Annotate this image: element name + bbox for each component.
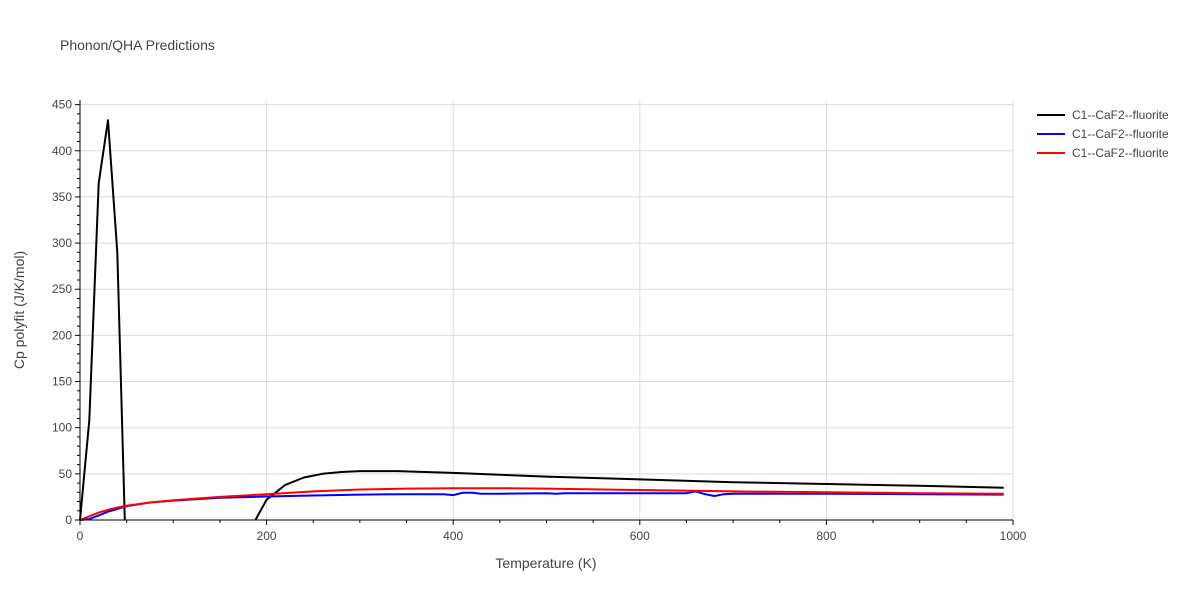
y-tick-label: 0 — [65, 513, 72, 527]
x-tick-label: 600 — [630, 529, 650, 543]
y-tick-label: 300 — [52, 236, 72, 250]
y-tick-label: 400 — [52, 144, 72, 158]
y-tick-labels: 0 50 100 150 200 250 300 350 400 450 — [52, 98, 72, 527]
legend[interactable]: C1--CaF2--fluorite C1--CaF2--fluorite C1--… — [1037, 108, 1169, 160]
legend-item-3[interactable]: C1--CaF2--fluorite — [1037, 146, 1169, 160]
series-line-1-segment-2 — [254, 470, 1004, 521]
x-tick-labels: 0 200 400 600 800 1000 — [77, 529, 1027, 543]
y-tick-label: 150 — [52, 375, 72, 389]
series-line-3-segment-1 — [79, 487, 1004, 521]
legend-item-2[interactable]: C1--CaF2--fluorite — [1037, 127, 1169, 141]
x-tick-label: 200 — [257, 529, 277, 543]
x-tick-label: 800 — [816, 529, 836, 543]
x-tick-label: 1000 — [1000, 529, 1027, 543]
y-tick-label: 200 — [52, 328, 72, 342]
x-tick-label: 0 — [77, 529, 84, 543]
y-axis-title: Cp polyfit (J/K/mol) — [11, 251, 27, 369]
legend-label: C1--CaF2--fluorite — [1072, 108, 1169, 122]
legend-item-1[interactable]: C1--CaF2--fluorite — [1037, 108, 1169, 122]
x-axis-title: Temperature (K) — [495, 555, 596, 571]
legend-label: C1--CaF2--fluorite — [1072, 127, 1169, 141]
x-tick-label: 400 — [443, 529, 463, 543]
y-tick-label: 350 — [52, 190, 72, 204]
y-tick-label: 450 — [52, 98, 72, 112]
chart-title: Phonon/QHA Predictions — [60, 37, 215, 53]
axes — [75, 100, 1014, 525]
series-line-1-segment-1 — [79, 119, 126, 521]
y-tick-label: 100 — [52, 421, 72, 435]
grid — [80, 100, 1014, 520]
y-tick-label: 50 — [59, 467, 73, 481]
legend-label: C1--CaF2--fluorite — [1072, 146, 1169, 160]
y-tick-label: 250 — [52, 282, 72, 296]
plot-lines — [79, 119, 1004, 521]
